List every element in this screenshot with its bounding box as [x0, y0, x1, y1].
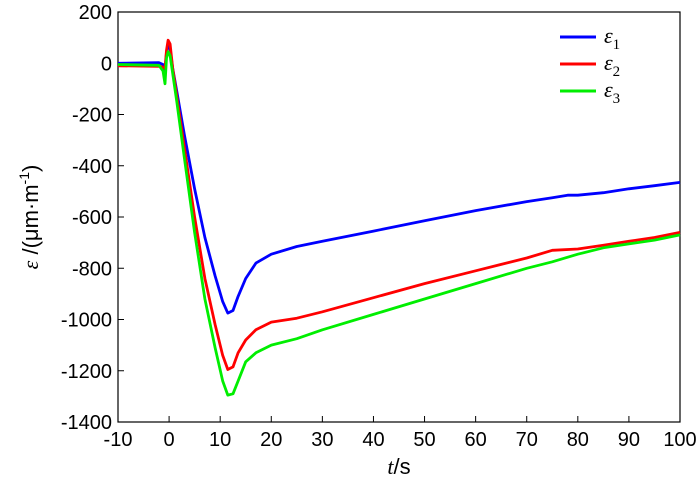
y-tick-label: -200 [72, 105, 112, 127]
y-axis: 200 0 -200 -400 -600 -800 -1000 -1200 -1400 [61, 2, 124, 434]
series-line-1 [117, 42, 681, 315]
y-tick-label: 0 [101, 53, 112, 75]
x-axis: -10 0 10 20 30 40 50 60 70 80 90 100 [104, 416, 697, 451]
x-tick-label: -10 [104, 429, 133, 451]
y-tick-label: -1000 [61, 310, 112, 332]
legend-label-1: ε1 [604, 23, 620, 53]
x-tick-label: 90 [618, 429, 640, 451]
x-tick-label: 20 [260, 429, 282, 451]
y-tick-label: -400 [72, 156, 112, 178]
x-tick-label: 50 [413, 429, 435, 451]
series-lines [117, 38, 681, 397]
x-tick-label: 60 [465, 429, 487, 451]
y-tick-label: -600 [72, 207, 112, 229]
x-tick-label: 70 [516, 429, 538, 451]
y-tick-label: -1200 [61, 361, 112, 383]
x-axis-title: t/s [387, 454, 410, 479]
x-tick-label: 30 [311, 429, 333, 451]
plot-area-frame [117, 11, 681, 423]
x-tick-label: 0 [164, 429, 175, 451]
y-tick-label: -800 [72, 258, 112, 280]
legend-label-3: ε3 [604, 77, 620, 107]
series-line-2 [117, 38, 681, 371]
x-tick-label: 40 [362, 429, 384, 451]
legend-label-2: ε2 [604, 50, 620, 80]
y-axis-title: ε /(μm·m-1) [16, 165, 43, 270]
y-tick-label: 200 [79, 2, 112, 24]
series-line-3 [117, 50, 681, 397]
x-tick-label: 10 [209, 429, 231, 451]
x-tick-label: 100 [663, 429, 696, 451]
x-tick-label: 80 [567, 429, 589, 451]
y-tick-label: -1400 [61, 412, 112, 434]
